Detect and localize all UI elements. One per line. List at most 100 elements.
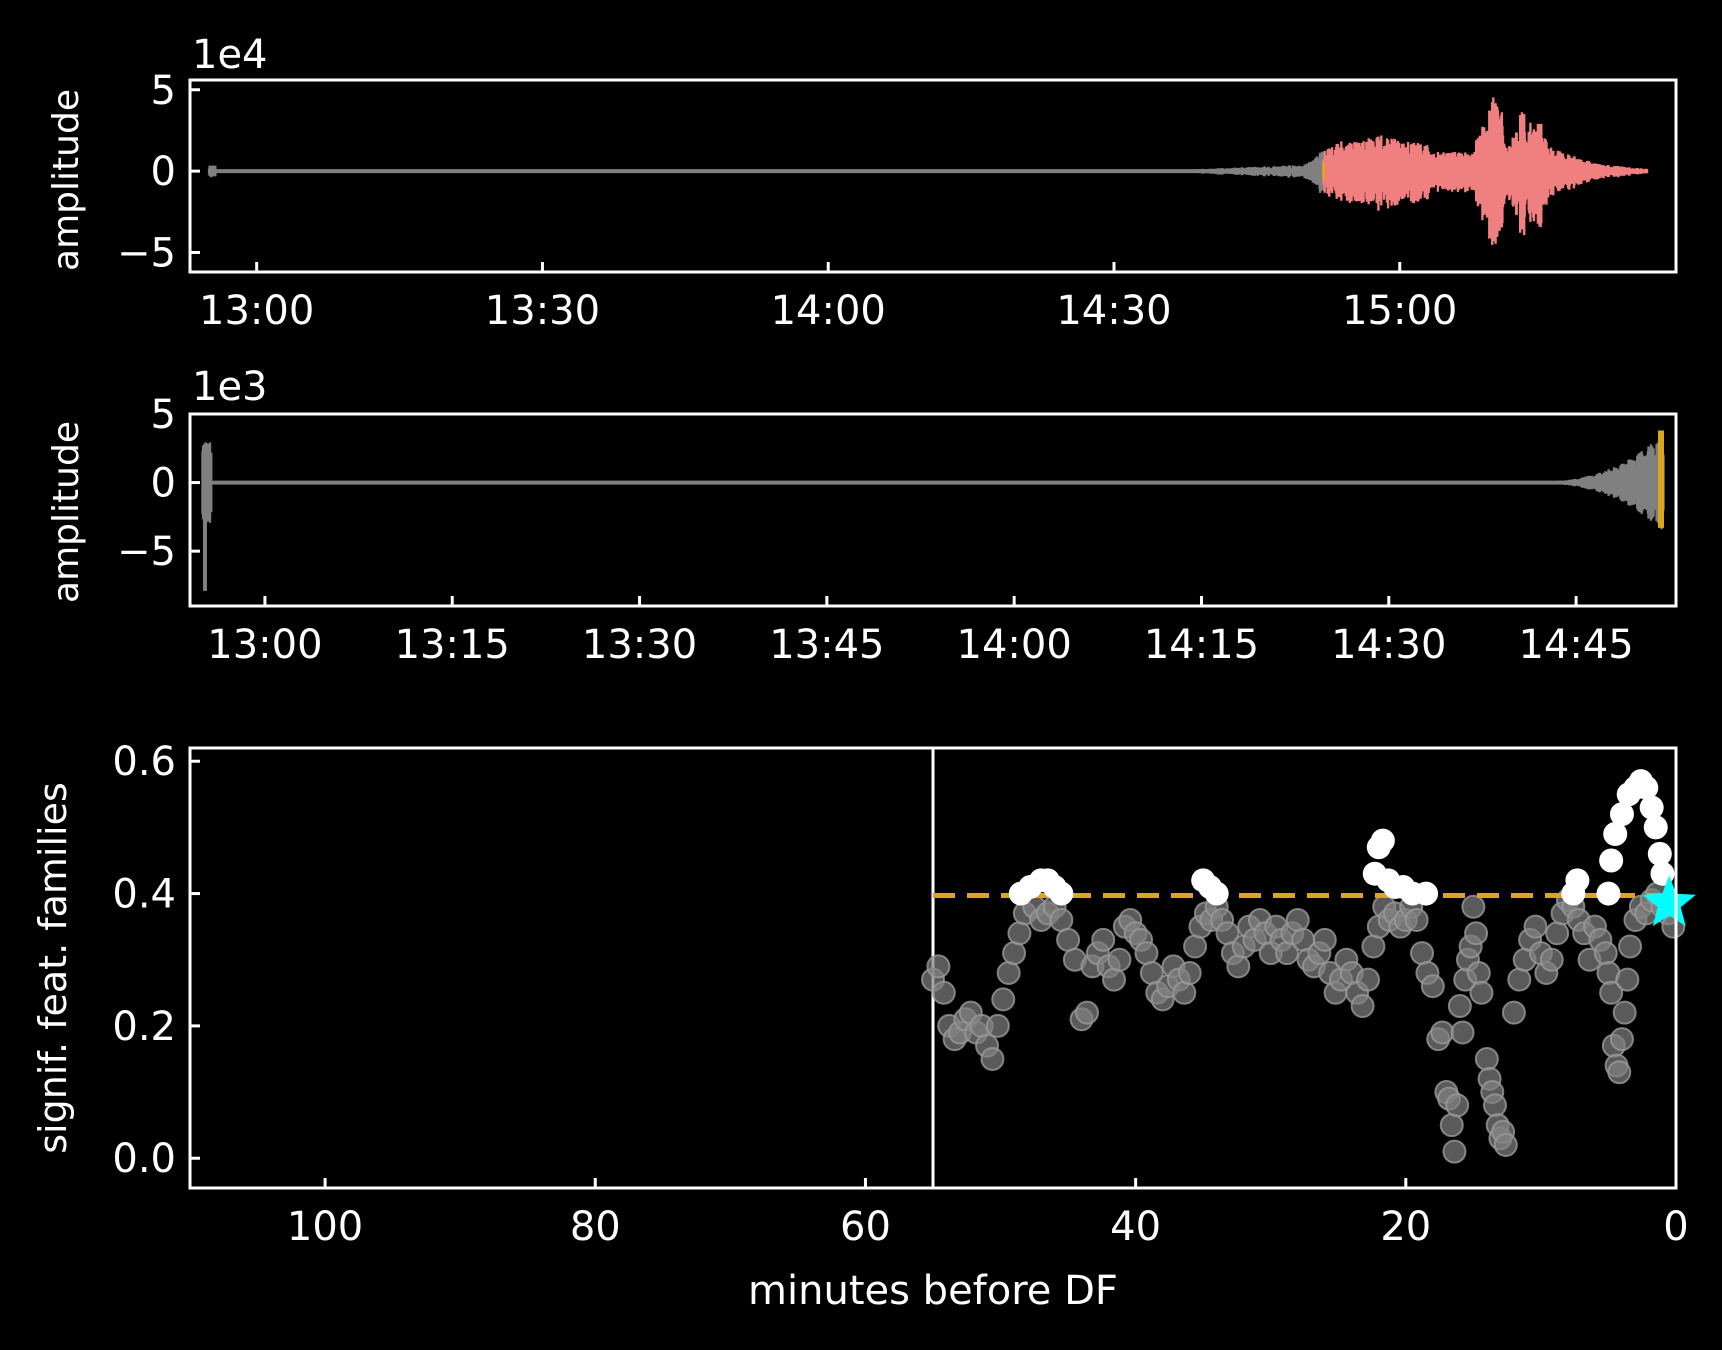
below-threshold-point: [1607, 1060, 1632, 1085]
middle-y-axis-label: amplitude: [46, 421, 87, 603]
top-y-ticks: −5 0 5: [117, 68, 200, 276]
above-threshold-point: [1599, 848, 1624, 873]
below-threshold-point: [1507, 967, 1532, 992]
middle-waveform-series: [201, 430, 1665, 591]
below-threshold-point: [991, 987, 1016, 1012]
middle-x-tick-label: 14:30: [1331, 622, 1446, 668]
below-threshold-point: [1355, 967, 1380, 992]
top-x-tick-label: 14:30: [1056, 288, 1171, 334]
top-y-tick-label: 0: [151, 149, 176, 195]
below-threshold-point: [1618, 934, 1643, 959]
below-threshold-point: [1091, 927, 1116, 952]
below-threshold-point: [1134, 941, 1159, 966]
below-threshold-point: [1447, 994, 1472, 1019]
below-threshold-point: [1466, 960, 1491, 985]
below-threshold-point: [1599, 980, 1624, 1005]
below-threshold-point: [1285, 908, 1310, 933]
below-threshold-point: [1183, 934, 1208, 959]
below-threshold-point: [1464, 921, 1489, 946]
above-threshold-point: [1565, 868, 1590, 893]
scatter-panel-frame: [188, 746, 1678, 1190]
middle-x-tick-label: 14:45: [1518, 622, 1633, 668]
below-threshold-point: [1350, 994, 1375, 1019]
middle-x-ticks: 13:00 13:15 13:30 13:45 14:00 14:15 14:30 14:45: [207, 596, 1634, 668]
top-y-axis-label: amplitude: [46, 89, 87, 271]
above-threshold-point: [1634, 775, 1659, 800]
below-threshold-point: [1007, 921, 1032, 946]
below-threshold-point: [1177, 960, 1202, 985]
top-x-tick-label: 13:00: [199, 288, 314, 334]
below-threshold-point: [1172, 980, 1197, 1005]
above-threshold-point: [1370, 828, 1395, 853]
below-threshold-point: [1445, 1093, 1470, 1118]
middle-x-tick-label: 13:15: [395, 622, 510, 668]
below-threshold-point: [1361, 934, 1386, 959]
below-threshold-point: [1612, 1000, 1637, 1025]
top-waveform-series: [207, 97, 1649, 245]
above-threshold-point: [1204, 881, 1229, 906]
above-threshold-point: [1603, 822, 1628, 847]
scatter-y-tick-label: 0.0: [112, 1136, 176, 1182]
waveform-panel-middle: −5 0 5 13:00 13:15 13:30 13:45 14:00 14:15 14:30…: [46, 364, 1678, 668]
scatter-y-axis-label: signif. feat. families: [31, 782, 75, 1154]
above-threshold-point: [1609, 802, 1634, 827]
middle-x-tick-label: 14:00: [957, 622, 1072, 668]
scatter-x-tick-label: 20: [1380, 1204, 1431, 1250]
above-threshold-point: [1647, 841, 1672, 866]
top-y-tick-label: 5: [151, 68, 176, 114]
below-threshold-point: [1615, 967, 1640, 992]
top-x-ticks: 13:00 13:30 14:00 14:30 15:00: [199, 262, 1457, 334]
below-threshold-point: [1482, 1093, 1507, 1118]
scatter-x-tick-label: 0: [1663, 1204, 1688, 1250]
above-threshold-point: [1049, 881, 1074, 906]
above-threshold-point: [1414, 881, 1439, 906]
df-star-marker: [1642, 875, 1696, 927]
scatter-x-axis-label: minutes before DF: [748, 1268, 1118, 1314]
below-threshold-point: [1593, 941, 1618, 966]
scatter-x-ticks: 100 80 60 40 20 0: [287, 1178, 1689, 1250]
scatter-x-tick-label: 60: [840, 1204, 891, 1250]
below-threshold-points: [921, 881, 1686, 1164]
scatter-y-ticks: 0.0 0.2 0.4 0.6: [112, 739, 200, 1182]
middle-x-tick-label: 13:30: [582, 622, 697, 668]
below-threshold-point: [1107, 947, 1132, 972]
below-threshold-point: [1430, 1020, 1455, 1045]
below-threshold-point: [1461, 894, 1486, 919]
scatter-x-tick-label: 80: [570, 1204, 621, 1250]
middle-y-ticks: −5 0 5: [117, 392, 200, 575]
middle-x-tick-label: 13:00: [207, 622, 322, 668]
scatter-panel: 0.0 0.2 0.4 0.6 100 80 60 40 20 0 minutes before…: [31, 739, 1696, 1314]
below-threshold-point: [1501, 1000, 1526, 1025]
above-threshold-point: [1643, 815, 1668, 840]
scatter-y-tick-label: 0.2: [112, 1004, 176, 1050]
below-threshold-point: [996, 960, 1021, 985]
middle-y-tick-label: 0: [151, 461, 176, 507]
waveform-panel-top: −5 0 5 13:00 13:30 14:00 14:30 15:00 1e4 ampli…: [46, 32, 1678, 334]
middle-offset-label: 1e3: [192, 364, 268, 410]
below-threshold-point: [1493, 1132, 1518, 1157]
below-threshold-point: [1002, 941, 1027, 966]
scatter-x-tick-label: 100: [287, 1204, 363, 1250]
below-threshold-point: [1102, 967, 1127, 992]
below-threshold-point: [1539, 947, 1564, 972]
below-threshold-point: [926, 954, 951, 979]
middle-y-tick-label: −5: [117, 529, 176, 575]
below-threshold-point: [1075, 1000, 1100, 1025]
middle-panel-frame: [188, 412, 1678, 608]
top-x-tick-label: 15:00: [1342, 288, 1457, 334]
top-y-tick-label: −5: [117, 230, 176, 276]
below-threshold-point: [1056, 927, 1081, 952]
above-threshold-point: [1596, 881, 1621, 906]
middle-x-tick-label: 14:15: [1144, 622, 1259, 668]
scatter-y-tick-label: 0.6: [112, 739, 176, 785]
scatter-y-tick-label: 0.4: [112, 872, 176, 918]
below-threshold-point: [1410, 941, 1435, 966]
below-threshold-point: [980, 1046, 1005, 1071]
top-offset-label: 1e4: [192, 32, 268, 78]
top-x-tick-label: 13:30: [485, 288, 600, 334]
below-threshold-point: [1523, 914, 1548, 939]
middle-y-tick-label: 5: [151, 392, 176, 438]
above-threshold-points: [1008, 769, 1675, 906]
